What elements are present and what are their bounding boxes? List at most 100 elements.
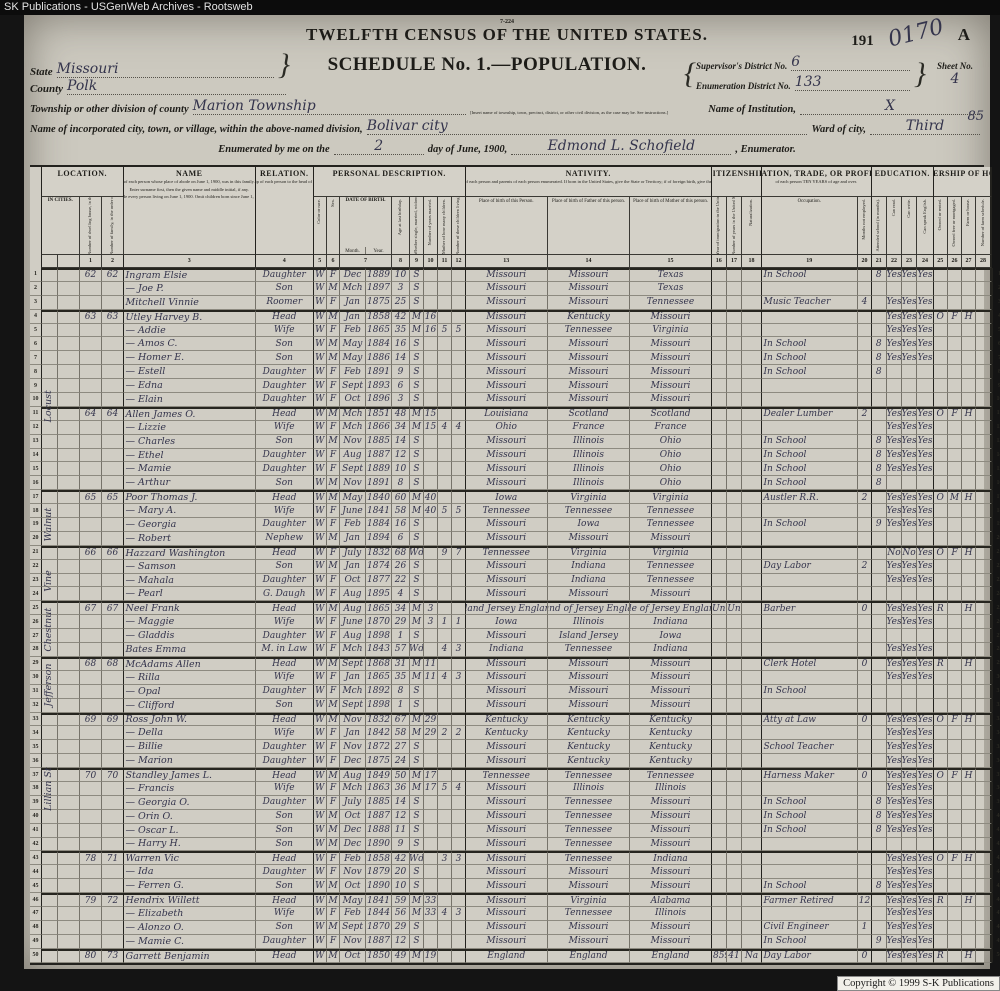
row-33-ym: 29 [424, 712, 438, 727]
row-38-ln: 38 [30, 781, 42, 796]
row-37-sc [870, 768, 887, 782]
row-5-fh [962, 323, 976, 338]
row-36-cl [452, 754, 466, 769]
row-20-pob: Missouri [464, 531, 548, 546]
row-10-pob: Missouri [464, 393, 548, 407]
row-7-mc [438, 351, 452, 366]
supervisor-label: Supervisor's District No. [696, 60, 788, 71]
row-14-pf: Illinois [548, 448, 630, 463]
row-14-occ: In School [760, 448, 858, 463]
row-14-mn [858, 448, 872, 463]
row-31-fh [962, 684, 976, 699]
row-21-fam: 66 [102, 545, 124, 560]
row-10-fh [962, 393, 976, 407]
col-in-cities: IN CITIES. [40, 197, 80, 255]
row-23-rel: Daughter [254, 573, 314, 588]
row-33-fh: H [962, 712, 976, 727]
row-50-sex: M [327, 948, 340, 963]
row-25-pob: Island Jersey England [464, 601, 548, 616]
row-19-hn [58, 518, 80, 532]
row-48-dw [80, 920, 102, 935]
row-14-sex: F [327, 448, 340, 463]
row-42-pm: Missouri [630, 837, 712, 852]
row-3-en: Yes [917, 295, 934, 310]
row-16-ym [424, 476, 438, 491]
row-25-fs [976, 601, 992, 616]
row-36-fs [976, 754, 992, 769]
row-17-name: Poor Thomas J. [122, 490, 256, 505]
row-19-mc [438, 518, 452, 532]
row-50-rel: Head [254, 948, 314, 963]
row-27-fh [962, 629, 976, 644]
row-22-fr [948, 559, 962, 574]
row-30-pm: Missouri [630, 670, 712, 685]
row-45-en: Yes [917, 879, 934, 894]
row-1-by: 1889 [366, 268, 392, 282]
row-6-ln: 6 [30, 337, 42, 352]
row-15-rn: 15 [992, 462, 1000, 477]
row-11-hn [58, 406, 80, 421]
row-44-dw [80, 865, 102, 880]
row-5-sc [870, 323, 887, 338]
row-29-st [40, 656, 58, 671]
row-21-ow: O [932, 545, 948, 560]
row-19-fam [102, 518, 124, 532]
row-47-name: — Elizabeth [122, 906, 256, 921]
row-19-im [710, 518, 727, 532]
row-24-ow [932, 587, 948, 602]
row-31-rd [887, 684, 902, 699]
column-number-24: 24 [917, 255, 934, 268]
row-6-fam [102, 337, 124, 352]
row-23-bm: Oct [340, 573, 366, 588]
row-35-pf: Kentucky [548, 740, 630, 755]
row-29-fs [976, 656, 992, 671]
row-43-dw: 78 [80, 851, 102, 866]
row-31-pob: Missouri [464, 684, 548, 699]
row-38-age: 36 [392, 781, 410, 796]
row-42-age: 9 [392, 837, 410, 852]
row-20-rd [887, 531, 902, 546]
row-47-by: 1844 [366, 906, 392, 921]
row-15-age: 10 [392, 462, 410, 477]
row-40-fh [962, 809, 976, 824]
row-49-wr: Yes [902, 934, 917, 949]
row-38-name: — Francis [122, 781, 256, 796]
row-19-ow [932, 518, 948, 532]
row-13-en: Yes [917, 434, 934, 449]
row-10-hn [58, 393, 80, 407]
row-2-ln: 2 [30, 281, 42, 296]
schedule-title: SCHEDULE No. 1.—POPULATION. [327, 54, 647, 75]
row-41-mc [438, 823, 452, 838]
row-44-yu [727, 865, 742, 880]
row-43-name: Warren Vic [122, 851, 256, 866]
row-29-by: 1868 [366, 656, 392, 671]
row-13-ln: 13 [30, 434, 42, 449]
row-27-en [917, 629, 934, 644]
row-42-na [742, 837, 762, 852]
copyright-stamp: Copyright © 1999 S-K Publications [837, 976, 1000, 991]
row-40-occ: In School [760, 809, 858, 824]
row-12-sc [870, 420, 887, 435]
column-number-6: 6 [327, 255, 340, 268]
row-21-yu [727, 545, 742, 560]
row-27-rn: 27 [992, 629, 1000, 644]
row-44-fs [976, 865, 992, 880]
row-18-mn [858, 504, 872, 519]
row-16-fr [948, 476, 962, 491]
row-17-fs [976, 490, 992, 505]
row-33-cl [452, 712, 466, 727]
row-18-sex: F [327, 504, 340, 519]
row-45-sc: 8 [870, 879, 887, 894]
row-48-occ: Civil Engineer [760, 920, 858, 935]
row-25-dw: 67 [80, 601, 102, 616]
row-19-st [40, 518, 58, 532]
row-43-im [710, 851, 727, 866]
row-50-im: 1859 [710, 948, 727, 963]
column-number-18: 18 [742, 255, 762, 268]
row-7-ln: 7 [30, 351, 42, 366]
row-27-mar: S [410, 629, 424, 644]
row-37-rn: 37 [992, 768, 1000, 782]
row-33-rel: Head [254, 712, 314, 727]
row-19-yu [727, 518, 742, 532]
row-46-ow: R [932, 893, 948, 907]
